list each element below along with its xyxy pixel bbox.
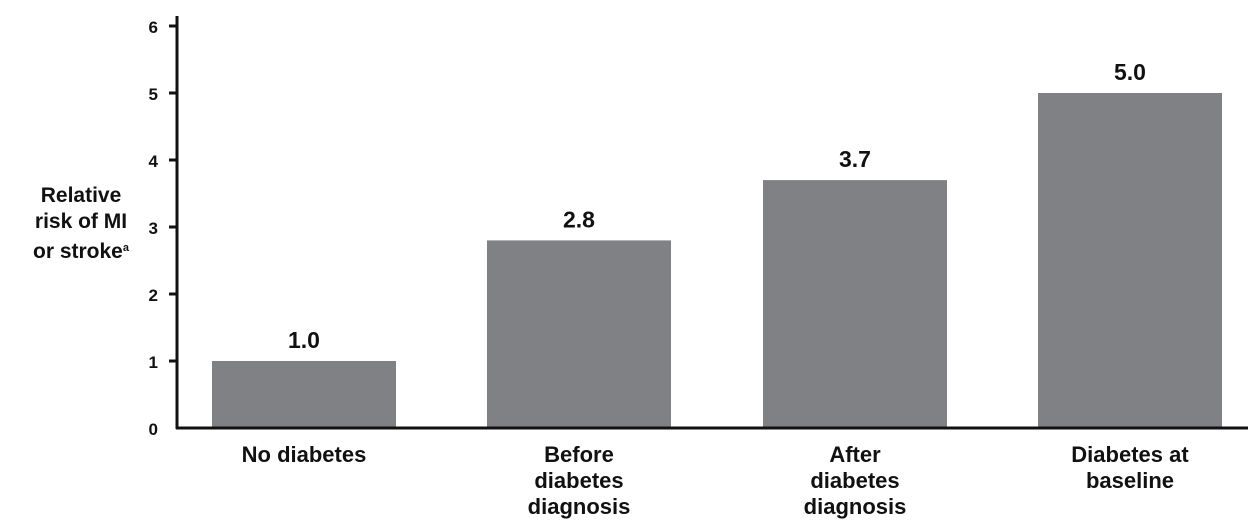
y-tick-label-5: 5: [149, 85, 158, 104]
y-tick-label-6: 6: [149, 18, 158, 37]
category-label-2: Before diabetes diagnosis: [528, 442, 631, 519]
category-label-3: After diabetes diagnosis: [804, 442, 907, 519]
category-label-3-line-3: diagnosis: [804, 494, 907, 519]
category-label-2-line-1: Before: [544, 442, 614, 467]
y-axis-label-line-2: risk of MI: [34, 210, 128, 233]
y-tick-label-4: 4: [149, 152, 159, 171]
category-label-2-line-2: diabetes: [534, 468, 623, 493]
y-axis-label-line-3-text: or stroke: [33, 240, 123, 263]
y-tick-label-0: 0: [149, 420, 158, 439]
bars-group: [212, 93, 1222, 428]
category-label-3-line-1: After: [829, 442, 881, 467]
category-label-1: No diabetes: [242, 442, 367, 467]
category-label-4-line-1: Diabetes at: [1071, 442, 1189, 467]
bar-4: [1038, 93, 1222, 428]
y-tick-label-1: 1: [149, 353, 158, 372]
y-axis-label-line-1: Relative: [40, 184, 122, 207]
bar-2: [487, 240, 671, 428]
value-label-1: 1.0: [288, 327, 320, 353]
category-label-4: Diabetes at baseline: [1071, 442, 1189, 493]
value-label-4: 5.0: [1114, 59, 1146, 85]
y-axis-label: Relative risk of MI or strokea: [2, 183, 160, 265]
y-axis-label-line-3: or strokea: [2, 235, 160, 265]
bar-3: [763, 180, 947, 428]
y-tick-label-3: 3: [149, 219, 158, 238]
category-label-2-line-3: diagnosis: [528, 494, 631, 519]
value-label-2: 2.8: [563, 206, 595, 232]
category-label-1-line-1: No diabetes: [242, 442, 367, 467]
bar-1: [212, 361, 396, 428]
y-axis-label-footnote: a: [122, 242, 129, 254]
value-label-3: 3.7: [839, 146, 871, 172]
y-tick-label-2: 2: [149, 286, 158, 305]
category-label-3-line-2: diabetes: [810, 468, 899, 493]
axes-group: [169, 16, 1248, 430]
category-label-4-line-2: baseline: [1086, 468, 1174, 493]
